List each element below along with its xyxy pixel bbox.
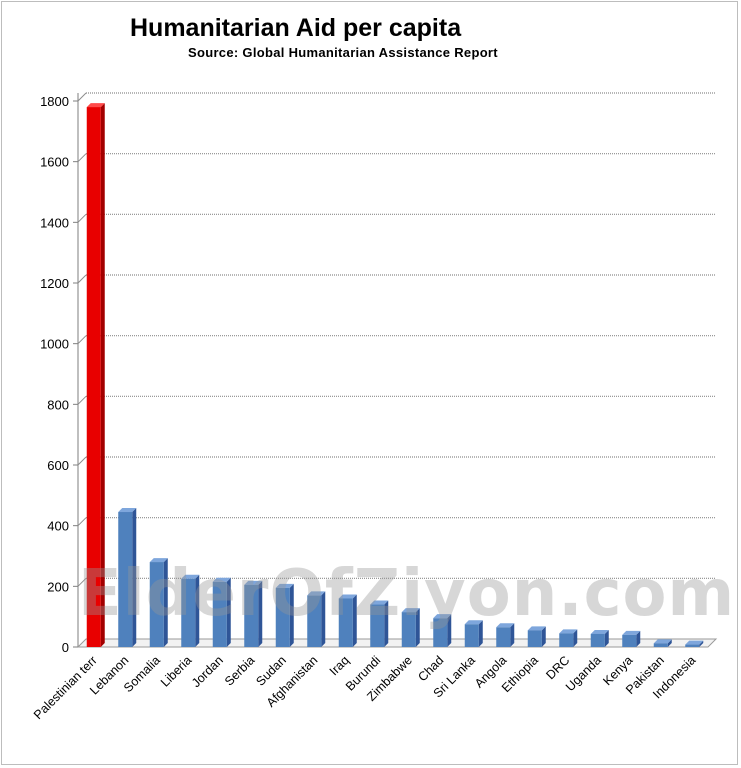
bar-top — [370, 600, 389, 605]
bar — [433, 618, 448, 647]
bar-side — [510, 623, 515, 647]
watermark-text: ElderOfZiyon.com — [78, 557, 736, 631]
gridline-diagonal — [77, 92, 87, 102]
bar-top — [559, 629, 578, 634]
bar — [244, 584, 259, 647]
bar-top — [433, 614, 452, 619]
bar-top — [527, 626, 546, 631]
bar-side — [289, 583, 294, 647]
bar-side — [573, 629, 578, 647]
gridline-diagonal — [77, 213, 87, 223]
bar-top — [212, 577, 231, 582]
bar-top — [685, 640, 704, 645]
bar-side — [352, 594, 357, 647]
x-tick-label: Iraq — [327, 653, 352, 678]
bar — [401, 612, 416, 647]
bar — [307, 595, 322, 647]
bar-top — [275, 583, 294, 588]
y-tick-label: 1800 — [40, 94, 69, 109]
bar-side — [226, 577, 231, 647]
bar-top — [653, 639, 672, 644]
bar — [464, 624, 479, 647]
bar-side — [321, 591, 326, 647]
bar-side — [258, 580, 263, 647]
chart-title: Humanitarian Aid per capita — [130, 14, 462, 42]
gridline-diagonal — [77, 395, 87, 405]
bar — [370, 604, 385, 647]
bar-side — [604, 629, 609, 647]
bar — [527, 630, 542, 647]
bar-side — [195, 574, 200, 647]
bar-top — [86, 103, 105, 108]
bar — [559, 633, 574, 647]
bar — [86, 107, 101, 648]
chart-subtitle: Source: Global Humanitarian Assistance R… — [188, 45, 498, 60]
bar-top — [338, 594, 357, 599]
bar — [118, 512, 133, 647]
gridline-diagonal — [77, 335, 87, 345]
bar — [149, 562, 164, 647]
y-tick-label: 400 — [47, 519, 69, 534]
y-tick-label: 0 — [62, 640, 69, 655]
bar-top — [590, 629, 609, 634]
bar — [496, 627, 511, 647]
bar-top — [181, 574, 200, 579]
bar-side — [541, 626, 546, 647]
y-tick-label: 1200 — [40, 276, 69, 291]
bar — [212, 581, 227, 647]
bar-side — [132, 508, 137, 647]
bar-top — [118, 508, 137, 513]
gridline-diagonal — [77, 577, 87, 587]
bar — [653, 643, 668, 647]
y-tick-label: 1400 — [40, 215, 69, 230]
y-tick-label: 600 — [47, 458, 69, 473]
bar — [181, 578, 196, 647]
bar-side — [447, 614, 452, 647]
bar — [338, 598, 353, 647]
bar-side — [478, 620, 483, 647]
x-tick-label: Liberia — [158, 653, 194, 689]
bar-top — [496, 623, 515, 628]
y-tick-label: 800 — [47, 397, 69, 412]
bar — [590, 633, 605, 647]
bar-side — [636, 630, 641, 647]
bar-top — [464, 620, 483, 625]
x-tick-label: Serbia — [222, 653, 257, 688]
bar — [685, 644, 700, 647]
bar — [622, 634, 637, 647]
x-tick-label: Jordan — [189, 653, 226, 690]
bar-top — [244, 580, 263, 585]
chart-floor — [76, 638, 718, 648]
y-tick-label: 200 — [47, 579, 69, 594]
bar-top — [149, 558, 168, 563]
bar-top — [307, 591, 326, 596]
bar-side — [667, 639, 672, 647]
bar — [275, 587, 290, 647]
y-tick-label: 1600 — [40, 155, 69, 170]
bar-side — [100, 103, 105, 648]
bar-top — [622, 630, 641, 635]
bar-top — [401, 608, 420, 613]
x-tick-label: Uganda — [563, 653, 604, 694]
bar-side — [415, 608, 420, 647]
y-tick-label: 1000 — [40, 337, 69, 352]
gridline-diagonal — [77, 274, 87, 284]
gridline-diagonal — [77, 456, 87, 466]
gridline-diagonal — [77, 517, 87, 527]
gridline-diagonal — [77, 153, 87, 163]
bar-side — [163, 558, 168, 647]
bar-side — [384, 600, 389, 647]
bar-side — [699, 640, 704, 647]
